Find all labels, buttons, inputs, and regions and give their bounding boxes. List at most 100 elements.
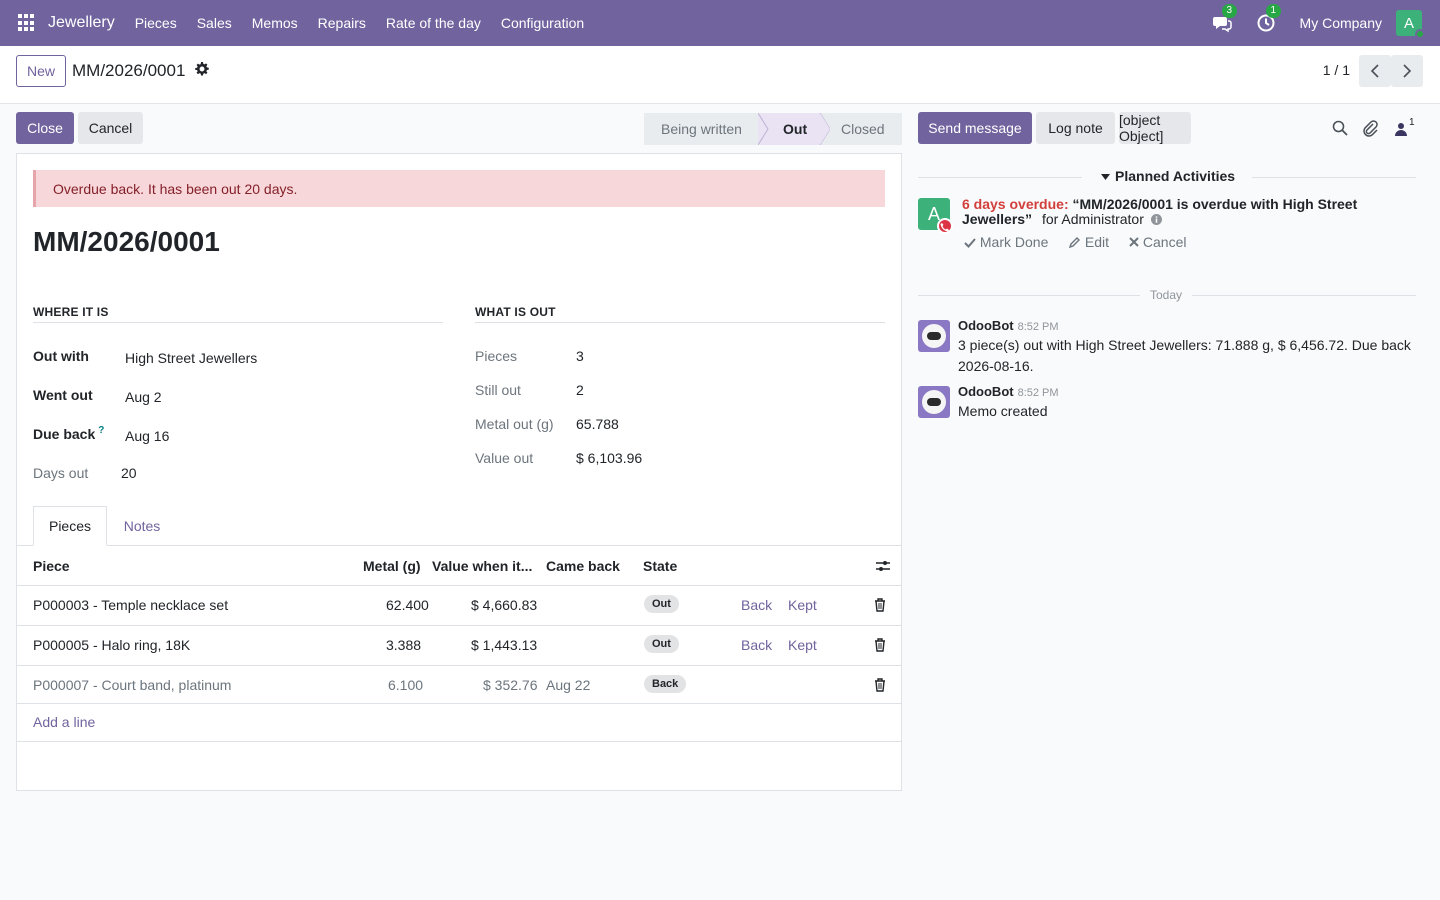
trash-icon[interactable] bbox=[874, 598, 886, 612]
metal-out-label: Metal out (g) bbox=[475, 416, 554, 432]
log-note-button[interactable]: Log note bbox=[1036, 112, 1115, 144]
cancel-activity-button[interactable]: Cancel bbox=[1129, 234, 1186, 250]
kept-button[interactable]: Kept bbox=[788, 637, 817, 653]
followers-button[interactable]: 1 bbox=[1393, 117, 1417, 137]
gear-icon[interactable] bbox=[195, 62, 209, 76]
author-name[interactable]: OdooBot bbox=[958, 318, 1014, 333]
send-message-button[interactable]: Send message bbox=[918, 112, 1032, 144]
planned-activities-title: Planned Activities bbox=[1115, 168, 1236, 184]
went-out-field[interactable]: Aug 2 bbox=[125, 389, 162, 405]
pager-next-button[interactable] bbox=[1391, 55, 1423, 87]
activities-count-badge: 1 bbox=[1265, 4, 1282, 18]
header-line-left bbox=[918, 177, 1082, 178]
tab-pieces[interactable]: Pieces bbox=[33, 506, 107, 546]
notebook-tabs: Pieces Notes bbox=[17, 506, 901, 546]
form-sheet: Overdue back. It has been out 20 days. M… bbox=[16, 153, 902, 791]
activity-assignee: for Administrator bbox=[1041, 211, 1144, 227]
odoobot-avatar[interactable] bbox=[918, 320, 950, 352]
app-brand[interactable]: Jewellery bbox=[48, 14, 115, 31]
search-icon[interactable] bbox=[1331, 119, 1349, 137]
activity-avatar-letter: A bbox=[927, 203, 940, 224]
table-row[interactable]: P000005 - Halo ring, 18K 3.388 $ 1,443.1… bbox=[17, 626, 901, 666]
column-piece[interactable]: Piece bbox=[33, 558, 70, 574]
user-avatar[interactable]: A bbox=[1396, 10, 1425, 39]
new-button[interactable]: New bbox=[16, 55, 67, 87]
info-icon[interactable] bbox=[1150, 214, 1162, 225]
column-came-back[interactable]: Came back bbox=[546, 558, 620, 574]
menu-pieces[interactable]: Pieces bbox=[134, 15, 177, 31]
messages-count-badge: 3 bbox=[1221, 4, 1238, 18]
cancel-button[interactable]: Cancel bbox=[78, 112, 143, 144]
close-button[interactable]: Close bbox=[16, 112, 74, 144]
table-row[interactable]: P000007 - Court band, platinum 6.100 $ 3… bbox=[17, 666, 901, 704]
column-value[interactable]: Value when it... bbox=[432, 558, 533, 574]
author-name[interactable]: OdooBot bbox=[958, 384, 1014, 399]
odoobot-avatar[interactable] bbox=[918, 386, 950, 418]
tab-notes[interactable]: Notes bbox=[123, 518, 161, 534]
menu-repairs[interactable]: Repairs bbox=[317, 15, 366, 31]
menu-rate-of-the-day[interactable]: Rate of the day bbox=[385, 15, 481, 31]
activity-title: “MM/2026/0001 is overdue with High Stree… bbox=[962, 196, 1358, 227]
paperclip-icon[interactable] bbox=[1361, 119, 1379, 137]
record-title[interactable]: MM/2026/0001 bbox=[33, 226, 220, 257]
message-body: 3 piece(s) out with High Street Jeweller… bbox=[958, 337, 1411, 374]
optional-columns-icon[interactable] bbox=[876, 559, 890, 573]
kept-button[interactable]: Kept bbox=[788, 597, 817, 613]
due-back-label-text: Due back bbox=[33, 426, 96, 442]
menu-memos[interactable]: Memos bbox=[251, 15, 298, 31]
cell-metal: 6.100 bbox=[388, 677, 424, 693]
stage-out[interactable]: Out bbox=[760, 113, 822, 145]
pager-value[interactable]: 1 / 1 bbox=[1322, 62, 1350, 78]
cell-piece: P000003 - Temple necklace set bbox=[33, 597, 229, 613]
date-separator: Today bbox=[918, 288, 1416, 302]
cell-piece: P000005 - Halo ring, 18K bbox=[33, 637, 191, 653]
stage-arrows bbox=[758, 113, 830, 145]
planned-activities-header[interactable]: Planned Activities bbox=[918, 168, 1416, 186]
add-line-link[interactable]: Add a line bbox=[33, 714, 96, 730]
metal-out-value: 65.788 bbox=[576, 416, 619, 432]
due-back-field[interactable]: Aug 16 bbox=[125, 428, 170, 444]
followers-count: 1 bbox=[1409, 117, 1415, 128]
mark-done-button[interactable]: Mark Done bbox=[964, 234, 1048, 250]
column-state[interactable]: State bbox=[643, 558, 678, 574]
table-row[interactable]: P000003 - Temple necklace set 62.400 $ 4… bbox=[17, 586, 901, 626]
top-navbar: Jewellery Pieces Sales Memos Repairs Rat… bbox=[0, 0, 1440, 46]
edit-activity-button[interactable]: Edit bbox=[1068, 234, 1110, 250]
table-footer-divider bbox=[17, 741, 901, 742]
pieces-value: 3 bbox=[576, 348, 584, 364]
pieces-label: Pieces bbox=[475, 348, 518, 364]
activity-clock-icon[interactable]: 1 bbox=[1256, 4, 1282, 33]
user-avatar-letter: A bbox=[1403, 14, 1414, 32]
check-icon bbox=[964, 238, 976, 248]
chevron-left-icon bbox=[1370, 64, 1379, 78]
back-button[interactable]: Back bbox=[741, 637, 773, 653]
apps-menu-icon[interactable] bbox=[18, 14, 36, 32]
overdue-alert: Overdue back. It has been out 20 days. bbox=[33, 170, 885, 207]
group-title-what: WHAT IS OUT bbox=[475, 305, 556, 319]
menu-sales[interactable]: Sales bbox=[196, 15, 232, 31]
date-separator-label: Today bbox=[1150, 288, 1183, 302]
separator-line bbox=[918, 295, 1140, 296]
cell-metal: 3.388 bbox=[386, 637, 422, 653]
cell-value: $ 4,660.83 bbox=[471, 597, 538, 613]
trash-icon[interactable] bbox=[874, 638, 886, 652]
trash-icon[interactable] bbox=[874, 678, 886, 692]
stage-closed[interactable]: Closed bbox=[822, 113, 902, 145]
out-with-label: Out with bbox=[33, 348, 89, 364]
activity-button[interactable]: [object Object] bbox=[1119, 112, 1191, 144]
help-tooltip-icon[interactable]: ? bbox=[98, 425, 105, 436]
cell-value: $ 352.76 bbox=[483, 677, 538, 693]
menu-configuration[interactable]: Configuration bbox=[500, 15, 585, 31]
column-metal[interactable]: Metal (g) bbox=[363, 558, 421, 574]
table-header: Piece Metal (g) Value when it... Came ba… bbox=[17, 546, 901, 586]
chevron-right-icon bbox=[1403, 64, 1412, 78]
message-time: 8:52 PM bbox=[1017, 387, 1059, 399]
pager-previous-button[interactable] bbox=[1359, 55, 1391, 87]
stage-being-written[interactable]: Being written bbox=[644, 113, 760, 145]
caret-down-icon bbox=[1101, 174, 1110, 180]
edit-label: Edit bbox=[1084, 234, 1110, 250]
out-with-field[interactable]: High Street Jewellers bbox=[125, 350, 258, 366]
company-switcher[interactable]: My Company bbox=[1299, 15, 1382, 31]
messaging-icon[interactable]: 3 bbox=[1212, 4, 1238, 33]
back-button[interactable]: Back bbox=[741, 597, 773, 613]
